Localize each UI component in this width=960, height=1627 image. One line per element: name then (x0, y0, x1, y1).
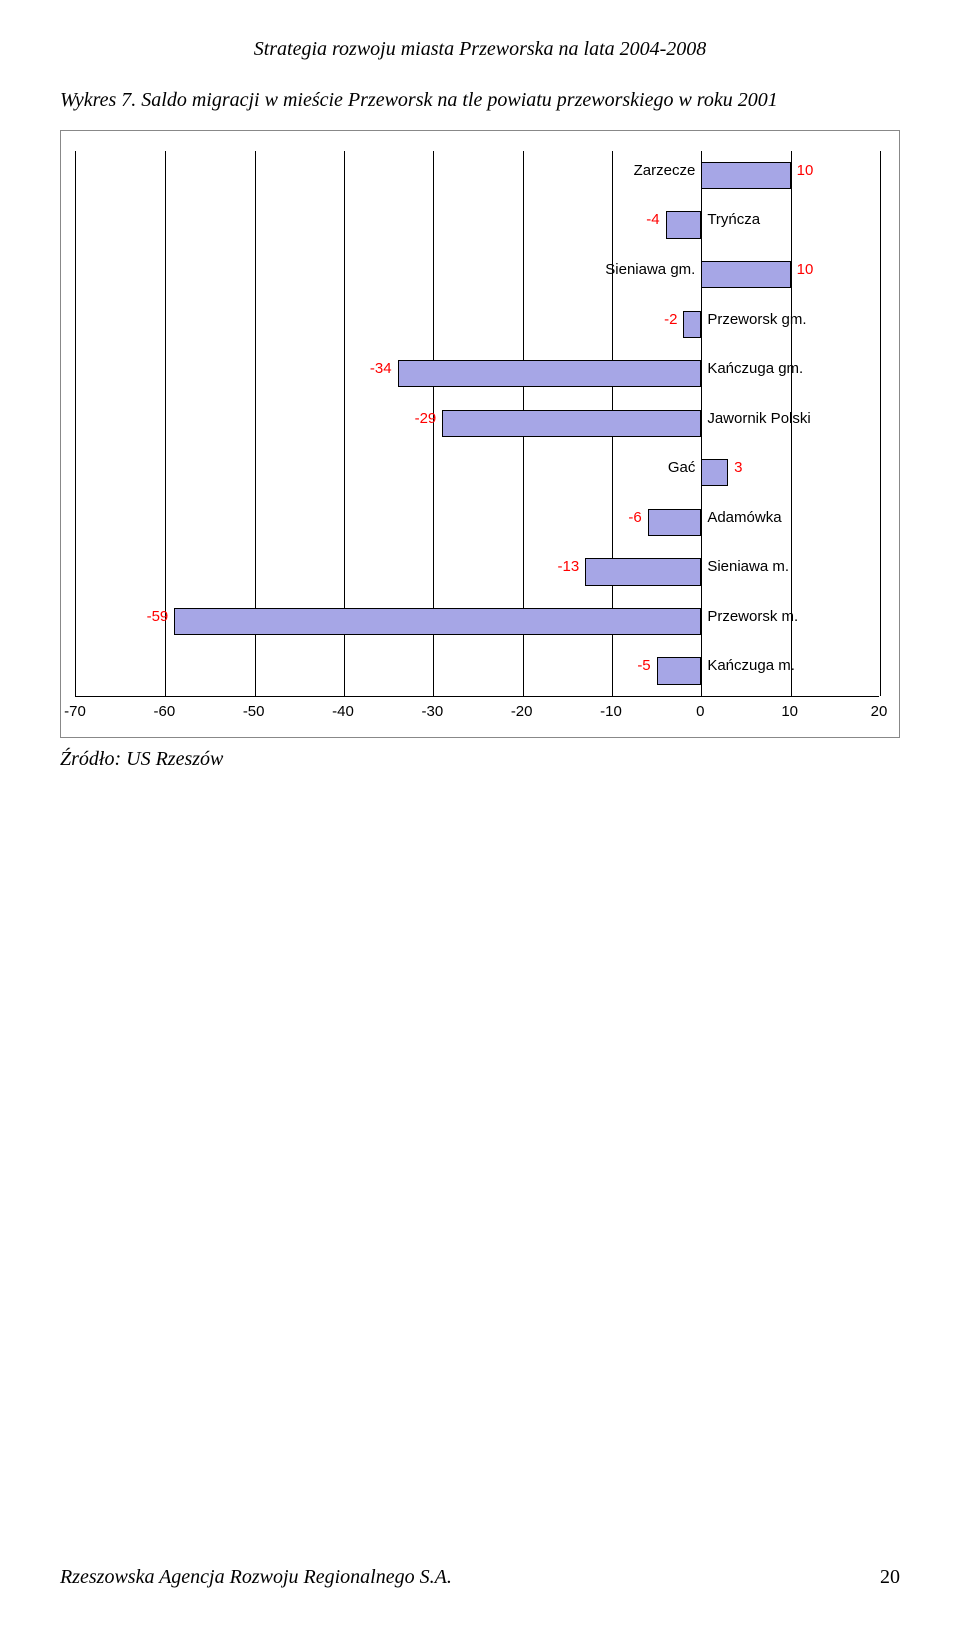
bar (701, 261, 790, 288)
category-label: Kańczuga m. (707, 657, 795, 674)
bar (701, 162, 790, 189)
x-tick-label: -30 (421, 703, 443, 720)
x-tick-label: 20 (871, 703, 888, 720)
category-label: Tryńcza (707, 211, 760, 228)
category-label: Zarzecze (634, 162, 696, 179)
page-footer: Rzeszowska Agencja Rozwoju Regionalnego … (0, 1566, 960, 1589)
bar-value-label: 10 (797, 162, 814, 179)
bar (648, 509, 702, 536)
bar (585, 558, 701, 585)
bar (701, 459, 728, 486)
x-tick-label: -10 (600, 703, 622, 720)
x-tick-label: -20 (511, 703, 533, 720)
x-tick-label: 0 (696, 703, 704, 720)
bar-value-label: -6 (628, 509, 641, 526)
category-label: Przeworsk m. (707, 608, 798, 625)
bar-value-label: -4 (646, 211, 659, 228)
chart-container: 10 Zarzecze -4 Tryńcza 10 Sieniawa gm. -2 Przew… (60, 130, 900, 738)
category-label: Adamówka (707, 509, 781, 526)
bar-value-label: -2 (664, 311, 677, 328)
figure-caption: Wykres 7. Saldo migracji w mieście Przew… (0, 61, 960, 112)
page-number: 20 (880, 1566, 900, 1589)
bar-value-label: -59 (147, 608, 169, 625)
bar (657, 657, 702, 684)
bar-value-label: 3 (734, 459, 742, 476)
x-tick-label: -70 (64, 703, 86, 720)
plot-area: 10 Zarzecze -4 Tryńcza 10 Sieniawa gm. -2 Przew… (75, 151, 879, 697)
bar-value-label: -5 (637, 657, 650, 674)
x-tick-label: 10 (781, 703, 798, 720)
page-header: Strategia rozwoju miasta Przeworska na l… (0, 0, 960, 61)
category-label: Przeworsk gm. (707, 311, 806, 328)
x-tick-label: -60 (153, 703, 175, 720)
grid-line (880, 151, 881, 696)
x-tick-label: -40 (332, 703, 354, 720)
x-tick-label: -50 (243, 703, 265, 720)
x-axis: -70-60-50-40-30-20-1001020 (75, 697, 879, 725)
grid-line (701, 151, 702, 696)
source-note: Źródło: US Rzeszów (0, 738, 960, 771)
bar-value-label: -13 (558, 558, 580, 575)
category-label: Sieniawa m. (707, 558, 789, 575)
bar (442, 410, 701, 437)
footer-left: Rzeszowska Agencja Rozwoju Regionalnego … (60, 1566, 447, 1588)
category-label: Kańczuga gm. (707, 360, 803, 377)
bar-value-label: 10 (797, 261, 814, 278)
category-label: Sieniawa gm. (605, 261, 695, 278)
bar (398, 360, 702, 387)
category-label: Jawornik Polski (707, 410, 810, 427)
bar-value-label: -34 (370, 360, 392, 377)
bar (666, 211, 702, 238)
bar (174, 608, 701, 635)
bar-value-label: -29 (415, 410, 437, 427)
bar (683, 311, 701, 338)
category-label: Gać (668, 459, 696, 476)
